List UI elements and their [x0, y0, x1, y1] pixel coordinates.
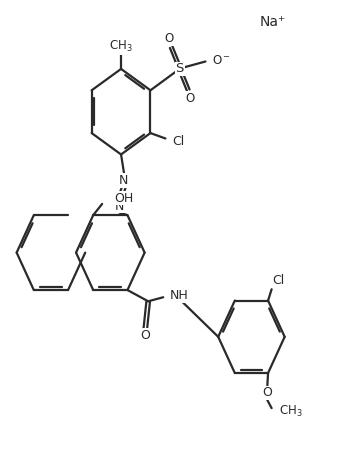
Text: N: N [119, 174, 129, 187]
Text: CH$_3$: CH$_3$ [279, 404, 302, 419]
Text: O: O [140, 328, 150, 342]
Text: CH$_3$: CH$_3$ [109, 39, 133, 54]
Text: O: O [262, 386, 272, 400]
Text: O: O [186, 92, 195, 105]
Text: OH: OH [114, 192, 133, 205]
Text: Cl: Cl [172, 135, 185, 148]
Text: Na⁺: Na⁺ [260, 14, 286, 29]
Text: O: O [165, 33, 174, 45]
Text: NH: NH [170, 289, 188, 303]
Text: N: N [114, 200, 124, 213]
Text: S: S [176, 62, 184, 75]
Text: O$^-$: O$^-$ [212, 54, 231, 67]
Text: Cl: Cl [273, 274, 285, 287]
